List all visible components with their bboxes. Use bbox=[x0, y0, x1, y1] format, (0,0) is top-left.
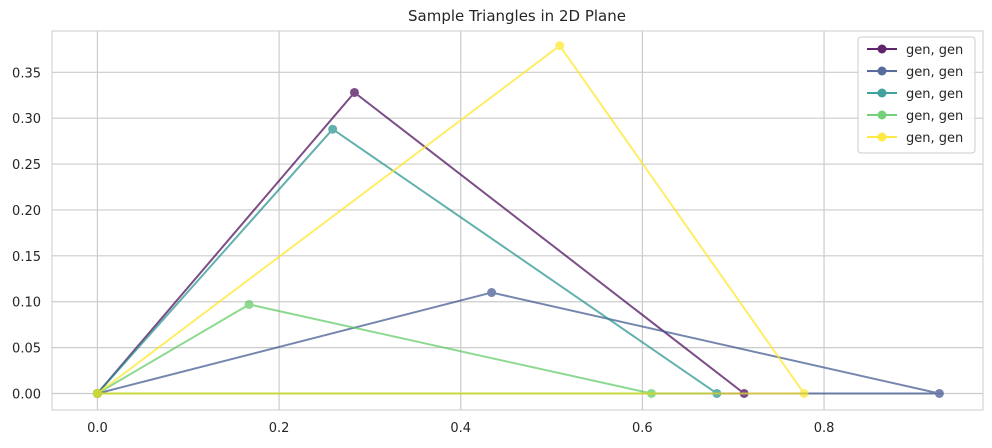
legend-entry bbox=[867, 132, 897, 142]
data-point bbox=[349, 87, 359, 97]
y-tick-label: 0.15 bbox=[12, 250, 41, 265]
data-point bbox=[92, 388, 102, 398]
legend-label: gen, gen bbox=[906, 109, 963, 124]
y-tick-label: 0.20 bbox=[12, 204, 41, 219]
legend-label: gen, gen bbox=[906, 131, 963, 146]
x-tick-label: 0.4 bbox=[450, 421, 471, 436]
x-tick-label: 0.2 bbox=[269, 421, 290, 436]
y-axis-ticks: 0.00 0.05 0.10 0.15 0.20 0.25 0.30 0.35 bbox=[12, 66, 41, 402]
y-tick-label: 0.35 bbox=[12, 66, 41, 81]
legend-marker bbox=[877, 44, 887, 54]
chart-title: Sample Triangles in 2D Plane bbox=[408, 7, 626, 25]
data-point bbox=[487, 288, 497, 298]
legend-label: gen, gen bbox=[906, 65, 963, 80]
legend-marker bbox=[877, 110, 887, 120]
y-tick-label: 0.30 bbox=[12, 112, 41, 127]
legend-box bbox=[857, 36, 976, 154]
legend-marker bbox=[877, 88, 887, 98]
y-tick-label: 0.00 bbox=[12, 387, 41, 402]
y-tick-label: 0.25 bbox=[12, 158, 41, 173]
data-point bbox=[328, 124, 338, 134]
plot-series bbox=[92, 41, 944, 398]
x-tick-label: 0.8 bbox=[814, 421, 835, 436]
legend-entry bbox=[867, 88, 897, 98]
y-tick-label: 0.10 bbox=[12, 296, 41, 311]
x-tick-label: 0.6 bbox=[632, 421, 653, 436]
x-axis-ticks: 0.0 0.2 0.4 0.6 0.8 bbox=[87, 421, 834, 436]
legend-marker bbox=[877, 66, 887, 76]
x-tick-label: 0.0 bbox=[87, 421, 108, 436]
plot-frame bbox=[51, 30, 984, 411]
legend-entry bbox=[867, 110, 897, 120]
data-point bbox=[934, 388, 944, 398]
series-5 bbox=[92, 41, 809, 398]
grid bbox=[52, 31, 983, 410]
legend-marker bbox=[877, 132, 887, 142]
legend-label: gen, gen bbox=[906, 87, 963, 102]
legend-label: gen, gen bbox=[906, 43, 963, 58]
series-line bbox=[96, 44, 806, 395]
legend: gen, gen gen, gen gen, gen gen, gen gen, gen bbox=[857, 36, 976, 154]
data-point bbox=[799, 388, 809, 398]
y-tick-label: 0.05 bbox=[12, 342, 41, 357]
data-point bbox=[555, 41, 565, 51]
legend-entry bbox=[867, 44, 897, 54]
legend-entry bbox=[867, 66, 897, 76]
data-point bbox=[244, 299, 254, 309]
